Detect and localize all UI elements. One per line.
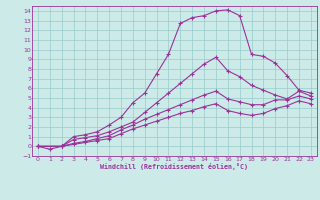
X-axis label: Windchill (Refroidissement éolien,°C): Windchill (Refroidissement éolien,°C): [100, 163, 248, 170]
